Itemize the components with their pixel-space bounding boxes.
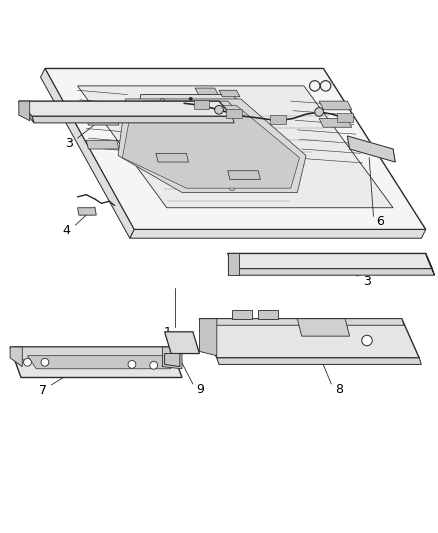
Polygon shape xyxy=(118,99,306,192)
Text: 3: 3 xyxy=(363,275,371,288)
Text: 6: 6 xyxy=(376,215,384,228)
Polygon shape xyxy=(319,101,352,110)
Polygon shape xyxy=(19,101,34,123)
Circle shape xyxy=(24,358,32,366)
Polygon shape xyxy=(132,94,289,186)
Text: 4: 4 xyxy=(63,224,71,237)
Polygon shape xyxy=(19,101,232,116)
Polygon shape xyxy=(78,208,96,215)
Polygon shape xyxy=(86,116,119,125)
Polygon shape xyxy=(219,90,240,97)
Circle shape xyxy=(185,151,188,155)
Polygon shape xyxy=(28,356,171,369)
Text: 1: 1 xyxy=(164,326,172,339)
Polygon shape xyxy=(426,254,434,275)
Polygon shape xyxy=(165,353,180,367)
Circle shape xyxy=(198,110,201,114)
Polygon shape xyxy=(270,116,286,124)
Polygon shape xyxy=(226,109,242,118)
Circle shape xyxy=(215,106,223,114)
Polygon shape xyxy=(228,254,432,269)
Circle shape xyxy=(189,97,192,101)
Polygon shape xyxy=(45,68,426,230)
Polygon shape xyxy=(319,118,352,127)
Polygon shape xyxy=(347,136,395,162)
Text: 5: 5 xyxy=(161,163,169,176)
Polygon shape xyxy=(156,154,188,162)
Circle shape xyxy=(256,134,260,138)
Polygon shape xyxy=(122,106,300,188)
Polygon shape xyxy=(195,88,218,94)
Circle shape xyxy=(150,361,158,369)
Text: 8: 8 xyxy=(335,383,343,395)
Polygon shape xyxy=(130,230,426,238)
Circle shape xyxy=(193,104,197,107)
Polygon shape xyxy=(194,100,209,109)
Text: 7: 7 xyxy=(39,384,47,397)
Polygon shape xyxy=(217,358,421,365)
Polygon shape xyxy=(78,86,393,208)
Polygon shape xyxy=(232,310,252,319)
Polygon shape xyxy=(10,347,182,377)
Polygon shape xyxy=(138,101,280,182)
Polygon shape xyxy=(199,319,217,356)
Circle shape xyxy=(362,335,372,346)
Polygon shape xyxy=(19,101,30,120)
Circle shape xyxy=(252,130,255,133)
Polygon shape xyxy=(228,254,239,275)
Text: 9: 9 xyxy=(196,383,204,395)
Polygon shape xyxy=(199,319,419,358)
Polygon shape xyxy=(297,319,350,336)
Circle shape xyxy=(187,158,190,161)
Polygon shape xyxy=(228,171,260,180)
Circle shape xyxy=(41,358,49,366)
Polygon shape xyxy=(258,310,278,319)
Circle shape xyxy=(208,169,212,173)
Polygon shape xyxy=(86,140,119,149)
Polygon shape xyxy=(199,319,404,325)
Polygon shape xyxy=(41,68,134,238)
Polygon shape xyxy=(162,347,182,369)
Text: 3: 3 xyxy=(65,137,73,150)
Circle shape xyxy=(213,175,216,179)
Polygon shape xyxy=(32,116,234,123)
Circle shape xyxy=(315,108,323,116)
Polygon shape xyxy=(10,347,22,367)
Polygon shape xyxy=(14,347,176,360)
Polygon shape xyxy=(234,269,434,275)
Polygon shape xyxy=(165,332,199,353)
Circle shape xyxy=(128,360,136,368)
Polygon shape xyxy=(337,114,353,122)
